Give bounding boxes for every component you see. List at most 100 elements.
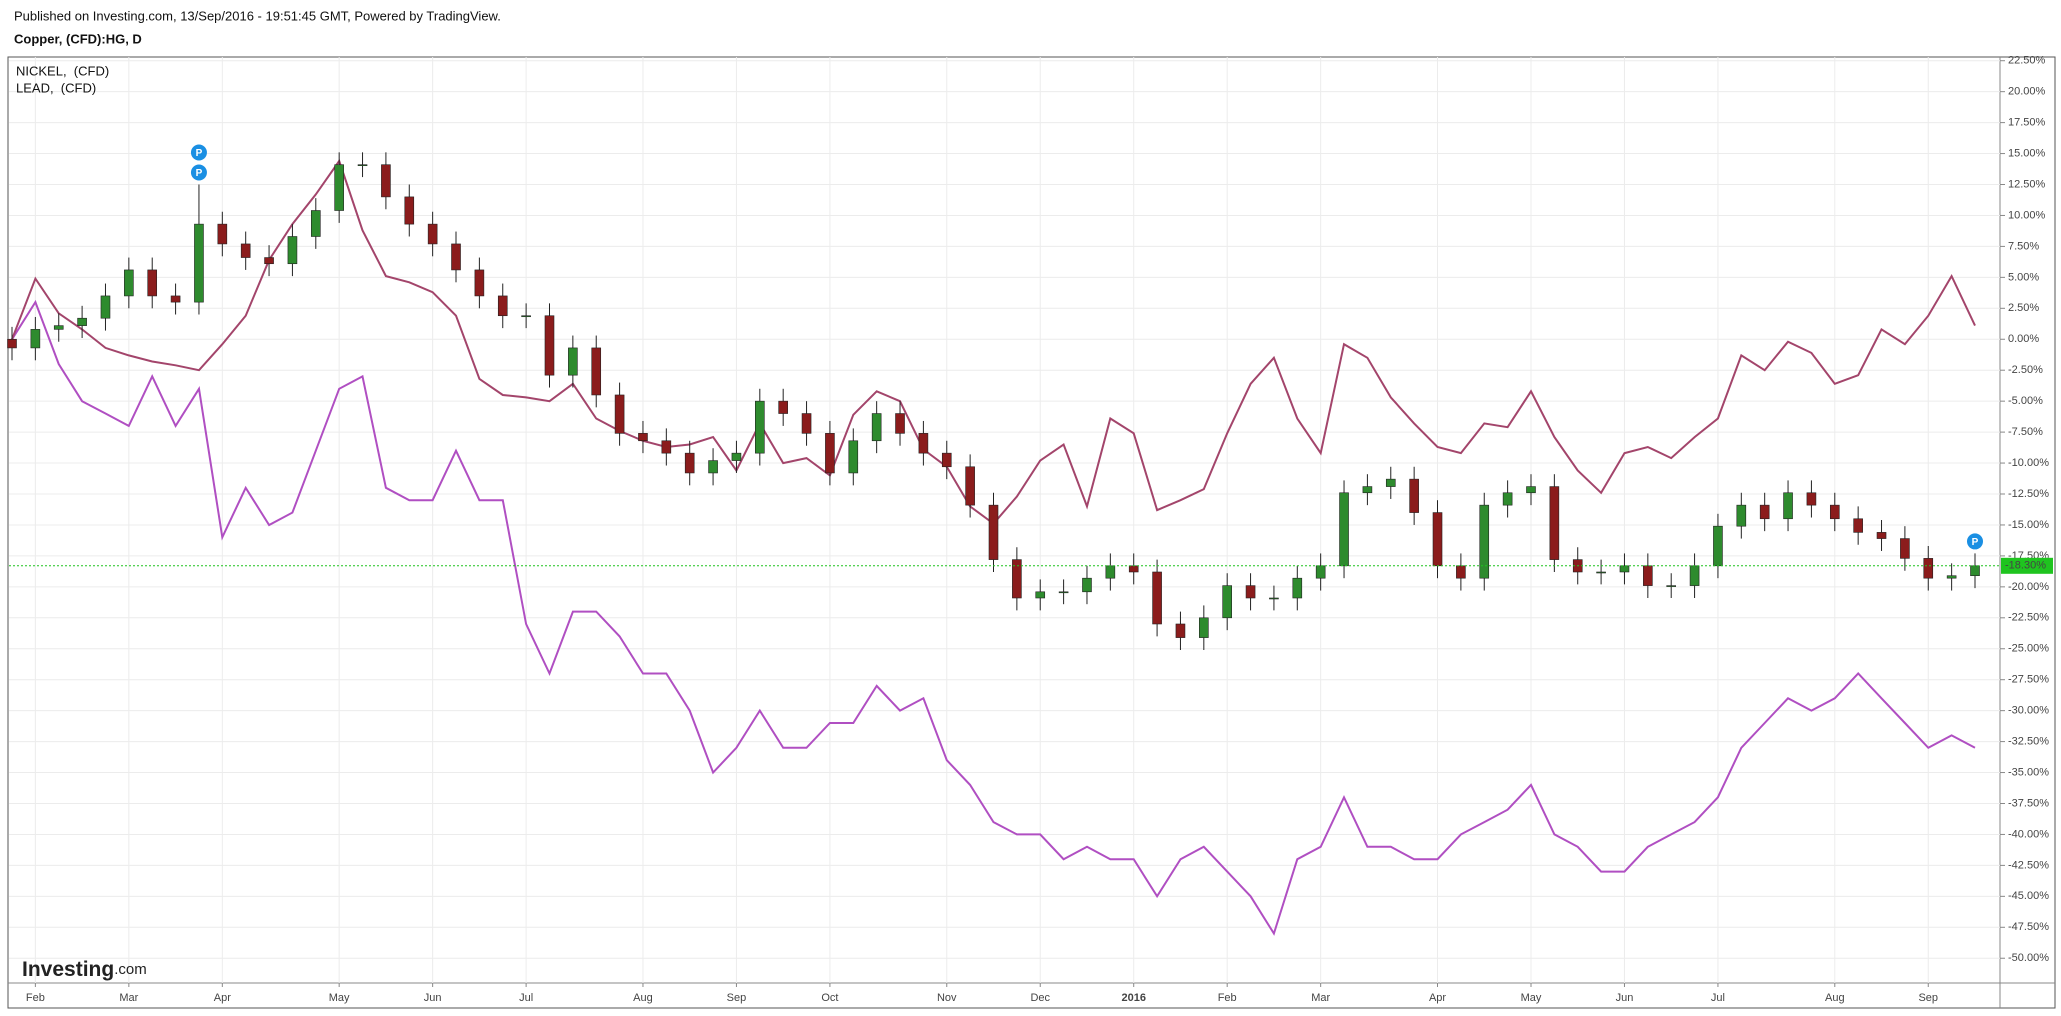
x-tick-label: Feb <box>26 992 45 1004</box>
y-tick-label: -40.00% <box>2008 828 2049 840</box>
x-tick-label: Oct <box>821 992 838 1004</box>
y-tick-label: -2.50% <box>2008 364 2043 376</box>
candle-body <box>404 196 415 225</box>
candle-body <box>1409 478 1419 513</box>
candle-body <box>825 433 835 474</box>
logo: Investing.com <box>22 958 147 981</box>
last-value-label: -18.30% <box>2005 560 2046 572</box>
candle-body <box>1619 565 1630 573</box>
candle-body <box>568 347 578 376</box>
x-tick-label: Aug <box>633 992 653 1004</box>
y-tick-label: -5.00% <box>2008 395 2043 407</box>
x-tick-label: Jun <box>424 992 442 1004</box>
candle-body <box>264 257 274 265</box>
candle-body <box>1385 478 1396 487</box>
candle-body <box>1199 617 1209 638</box>
x-tick-label: Feb <box>1218 992 1237 1004</box>
candle-body <box>1783 492 1793 520</box>
candle-body <box>194 223 204 303</box>
chart-title: Copper, (CFD):HG, D <box>14 31 142 46</box>
candle-body <box>684 452 695 474</box>
event-marker <box>190 144 207 161</box>
candle-body <box>1736 504 1747 527</box>
grid: 22.50% 20.00% 17.50% 15.00% 12.50% 10.00% 7.50… <box>9 55 2049 1004</box>
line-series <box>11 299 1976 936</box>
x-tick-label: Nov <box>937 992 957 1004</box>
candle-body <box>474 269 485 297</box>
y-tick-label: -15.00% <box>2008 519 2049 531</box>
candle-body <box>1175 623 1186 638</box>
candle-body <box>965 466 975 506</box>
candle-body <box>895 413 905 434</box>
candle-body <box>521 315 531 318</box>
candle-body <box>1339 492 1349 567</box>
candle-body <box>731 452 742 461</box>
y-tick-label: -45.00% <box>2008 890 2049 902</box>
candle-body <box>427 223 438 245</box>
y-tick-label: 0.00% <box>2008 333 2039 345</box>
candle-body <box>1292 577 1303 599</box>
candle-body <box>544 315 555 376</box>
candle-body <box>381 164 391 198</box>
event-marker-label: P <box>196 148 203 159</box>
y-tick-label: 5.00% <box>2008 271 2039 283</box>
candle-body <box>1315 565 1326 579</box>
candle-body <box>848 440 859 474</box>
candle-body <box>661 440 672 454</box>
candle-body <box>147 269 158 297</box>
x-tick-label: May <box>1521 992 1542 1004</box>
last-value-box <box>2001 557 2053 574</box>
y-tick-label: -37.50% <box>2008 797 2049 809</box>
x-tick-label: 2016 <box>1121 992 1145 1004</box>
candle-body <box>240 243 251 258</box>
candle-body <box>778 400 788 414</box>
x-tick-label: Apr <box>214 992 231 1004</box>
candle-body <box>124 269 134 297</box>
candle-body <box>1479 504 1490 579</box>
logo-main: Investing <box>22 958 114 981</box>
y-tick-label: 17.50% <box>2008 117 2046 129</box>
plot: -18.30%PPP <box>7 144 2053 936</box>
candle-body <box>1666 585 1677 587</box>
y-tick-label: 15.00% <box>2008 147 2046 159</box>
candle-body <box>591 347 602 396</box>
x-tick-label: Mar <box>119 992 138 1004</box>
candle-body <box>1829 504 1840 520</box>
y-tick-label: -20.00% <box>2008 581 2049 593</box>
candle-body <box>1269 597 1279 600</box>
candle-body <box>310 210 321 237</box>
candle-body <box>1432 512 1443 567</box>
y-tick-label: -7.50% <box>2008 426 2043 438</box>
candle-body <box>1923 558 1934 579</box>
candle-body <box>1105 565 1116 579</box>
y-tick-label: -35.00% <box>2008 766 2049 778</box>
x-tick-label: Apr <box>1429 992 1446 1004</box>
published-note: Published on Investing.com, 13/Sep/2016 … <box>14 8 501 23</box>
y-tick-label: -32.50% <box>2008 736 2049 748</box>
y-tick-label: 22.50% <box>2008 55 2046 67</box>
candle-body <box>1900 538 1910 559</box>
y-tick-label: -25.00% <box>2008 643 2049 655</box>
candle-body <box>1946 575 1957 579</box>
y-tick-label: 12.50% <box>2008 178 2046 190</box>
y-tick-label: 2.50% <box>2008 302 2039 314</box>
candle-body <box>708 460 718 474</box>
candle-body <box>1853 518 1863 533</box>
candle-body <box>77 317 87 326</box>
candle-body <box>53 325 64 330</box>
candle-body <box>1526 486 1536 494</box>
x-tick-label: Aug <box>1825 992 1845 1004</box>
candle-body <box>334 164 344 211</box>
candle-body <box>755 400 765 454</box>
candle-body <box>1058 591 1069 594</box>
candle-body <box>1806 492 1817 506</box>
candle-body <box>170 295 181 303</box>
event-marker-label: P <box>196 168 203 179</box>
x-tick-label: May <box>329 992 350 1004</box>
candle-body <box>1245 585 1256 599</box>
logo-suffix: .com <box>114 961 147 978</box>
x-tick-label: Jun <box>1616 992 1634 1004</box>
